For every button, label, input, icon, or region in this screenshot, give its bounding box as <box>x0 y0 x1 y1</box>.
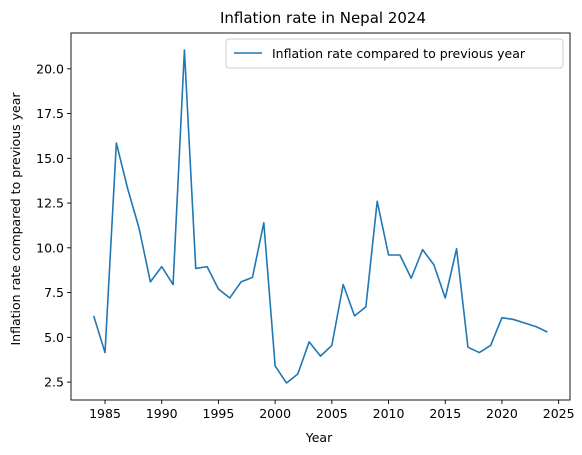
x-axis-label: Year <box>305 430 333 445</box>
y-tick-label: 12.5 <box>36 196 64 211</box>
x-tick-label: 1995 <box>203 406 235 421</box>
y-tick-label: 5.0 <box>44 330 64 345</box>
axis-ticks: 1985 1990 1995 2000 2005 2010 2015 2020 2025 2.5 5… <box>36 61 574 421</box>
x-tick-label: 2015 <box>429 406 461 421</box>
inflation-series-line <box>92 49 548 384</box>
x-tick-label: 2025 <box>543 406 575 421</box>
y-axis-label: Inflation rate compared to previous year <box>8 92 23 346</box>
x-tick-label: 2010 <box>373 406 405 421</box>
data-series <box>92 49 548 384</box>
y-tick-label: 10.0 <box>36 240 64 255</box>
x-tick-label: 2020 <box>486 406 518 421</box>
y-tick-label: 15.0 <box>36 151 64 166</box>
plot-area <box>70 32 571 401</box>
chart-title: Inflation rate in Nepal 2024 <box>220 9 426 27</box>
y-tick-label: 17.5 <box>36 106 64 121</box>
x-tick-label: 2000 <box>259 406 291 421</box>
x-tick-label: 2005 <box>316 406 348 421</box>
legend-entry-label: Inflation rate compared to previous year <box>272 46 526 61</box>
legend-box <box>225 38 564 69</box>
x-tick-label: 1990 <box>146 406 178 421</box>
y-tick-label: 2.5 <box>44 375 64 390</box>
y-tick-label: 7.5 <box>44 285 64 300</box>
y-tick-label: 20.0 <box>36 61 64 76</box>
x-tick-label: 1985 <box>89 406 121 421</box>
legend: Inflation rate compared to previous year <box>225 38 564 69</box>
plot-frame <box>70 32 571 401</box>
